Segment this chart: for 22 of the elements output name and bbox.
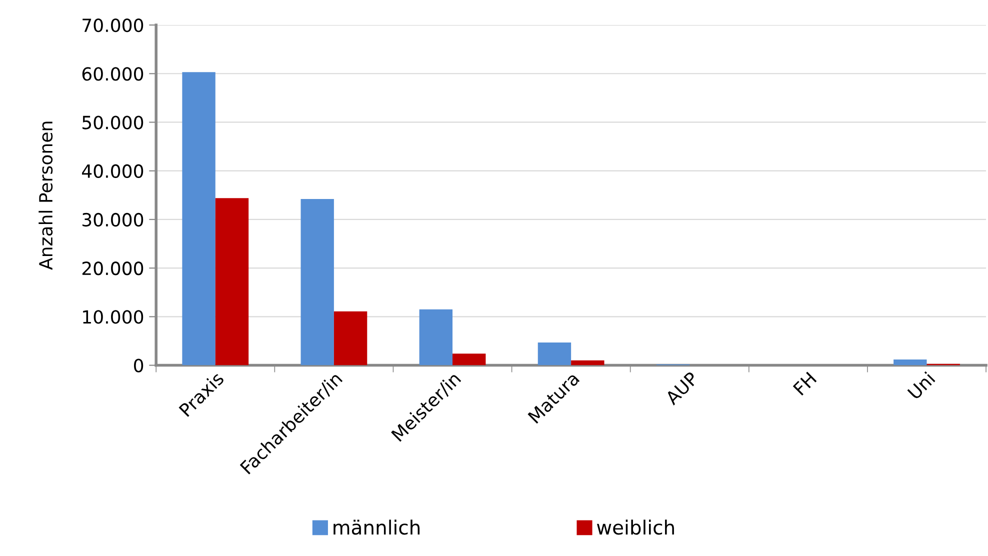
y-tick-label: 30.000 (82, 212, 144, 227)
bar (538, 342, 572, 366)
bar (182, 72, 216, 366)
bar (300, 199, 334, 366)
bar (334, 311, 368, 366)
legend-label: männlich (334, 520, 420, 535)
y-tick-label: 70.000 (82, 18, 144, 32)
y-tick-label: 50.000 (82, 116, 144, 130)
y-tick-label: 10.000 (83, 310, 144, 324)
bar (419, 309, 453, 366)
bar (571, 360, 604, 366)
y-axis-title: Anzahl Personen (38, 122, 53, 270)
bar (894, 359, 927, 366)
y-tick-label: 60.000 (82, 67, 144, 81)
x-tick-label: Uni (906, 371, 936, 400)
y-tick-label: 20.000 (82, 262, 144, 276)
bar (215, 198, 249, 366)
y-tick-label: 40.000 (82, 164, 144, 178)
x-tick-label: FH (792, 372, 817, 396)
bar (452, 354, 486, 366)
y-tick-label: 0 (134, 358, 144, 372)
legend-label: weiblich (596, 520, 674, 535)
